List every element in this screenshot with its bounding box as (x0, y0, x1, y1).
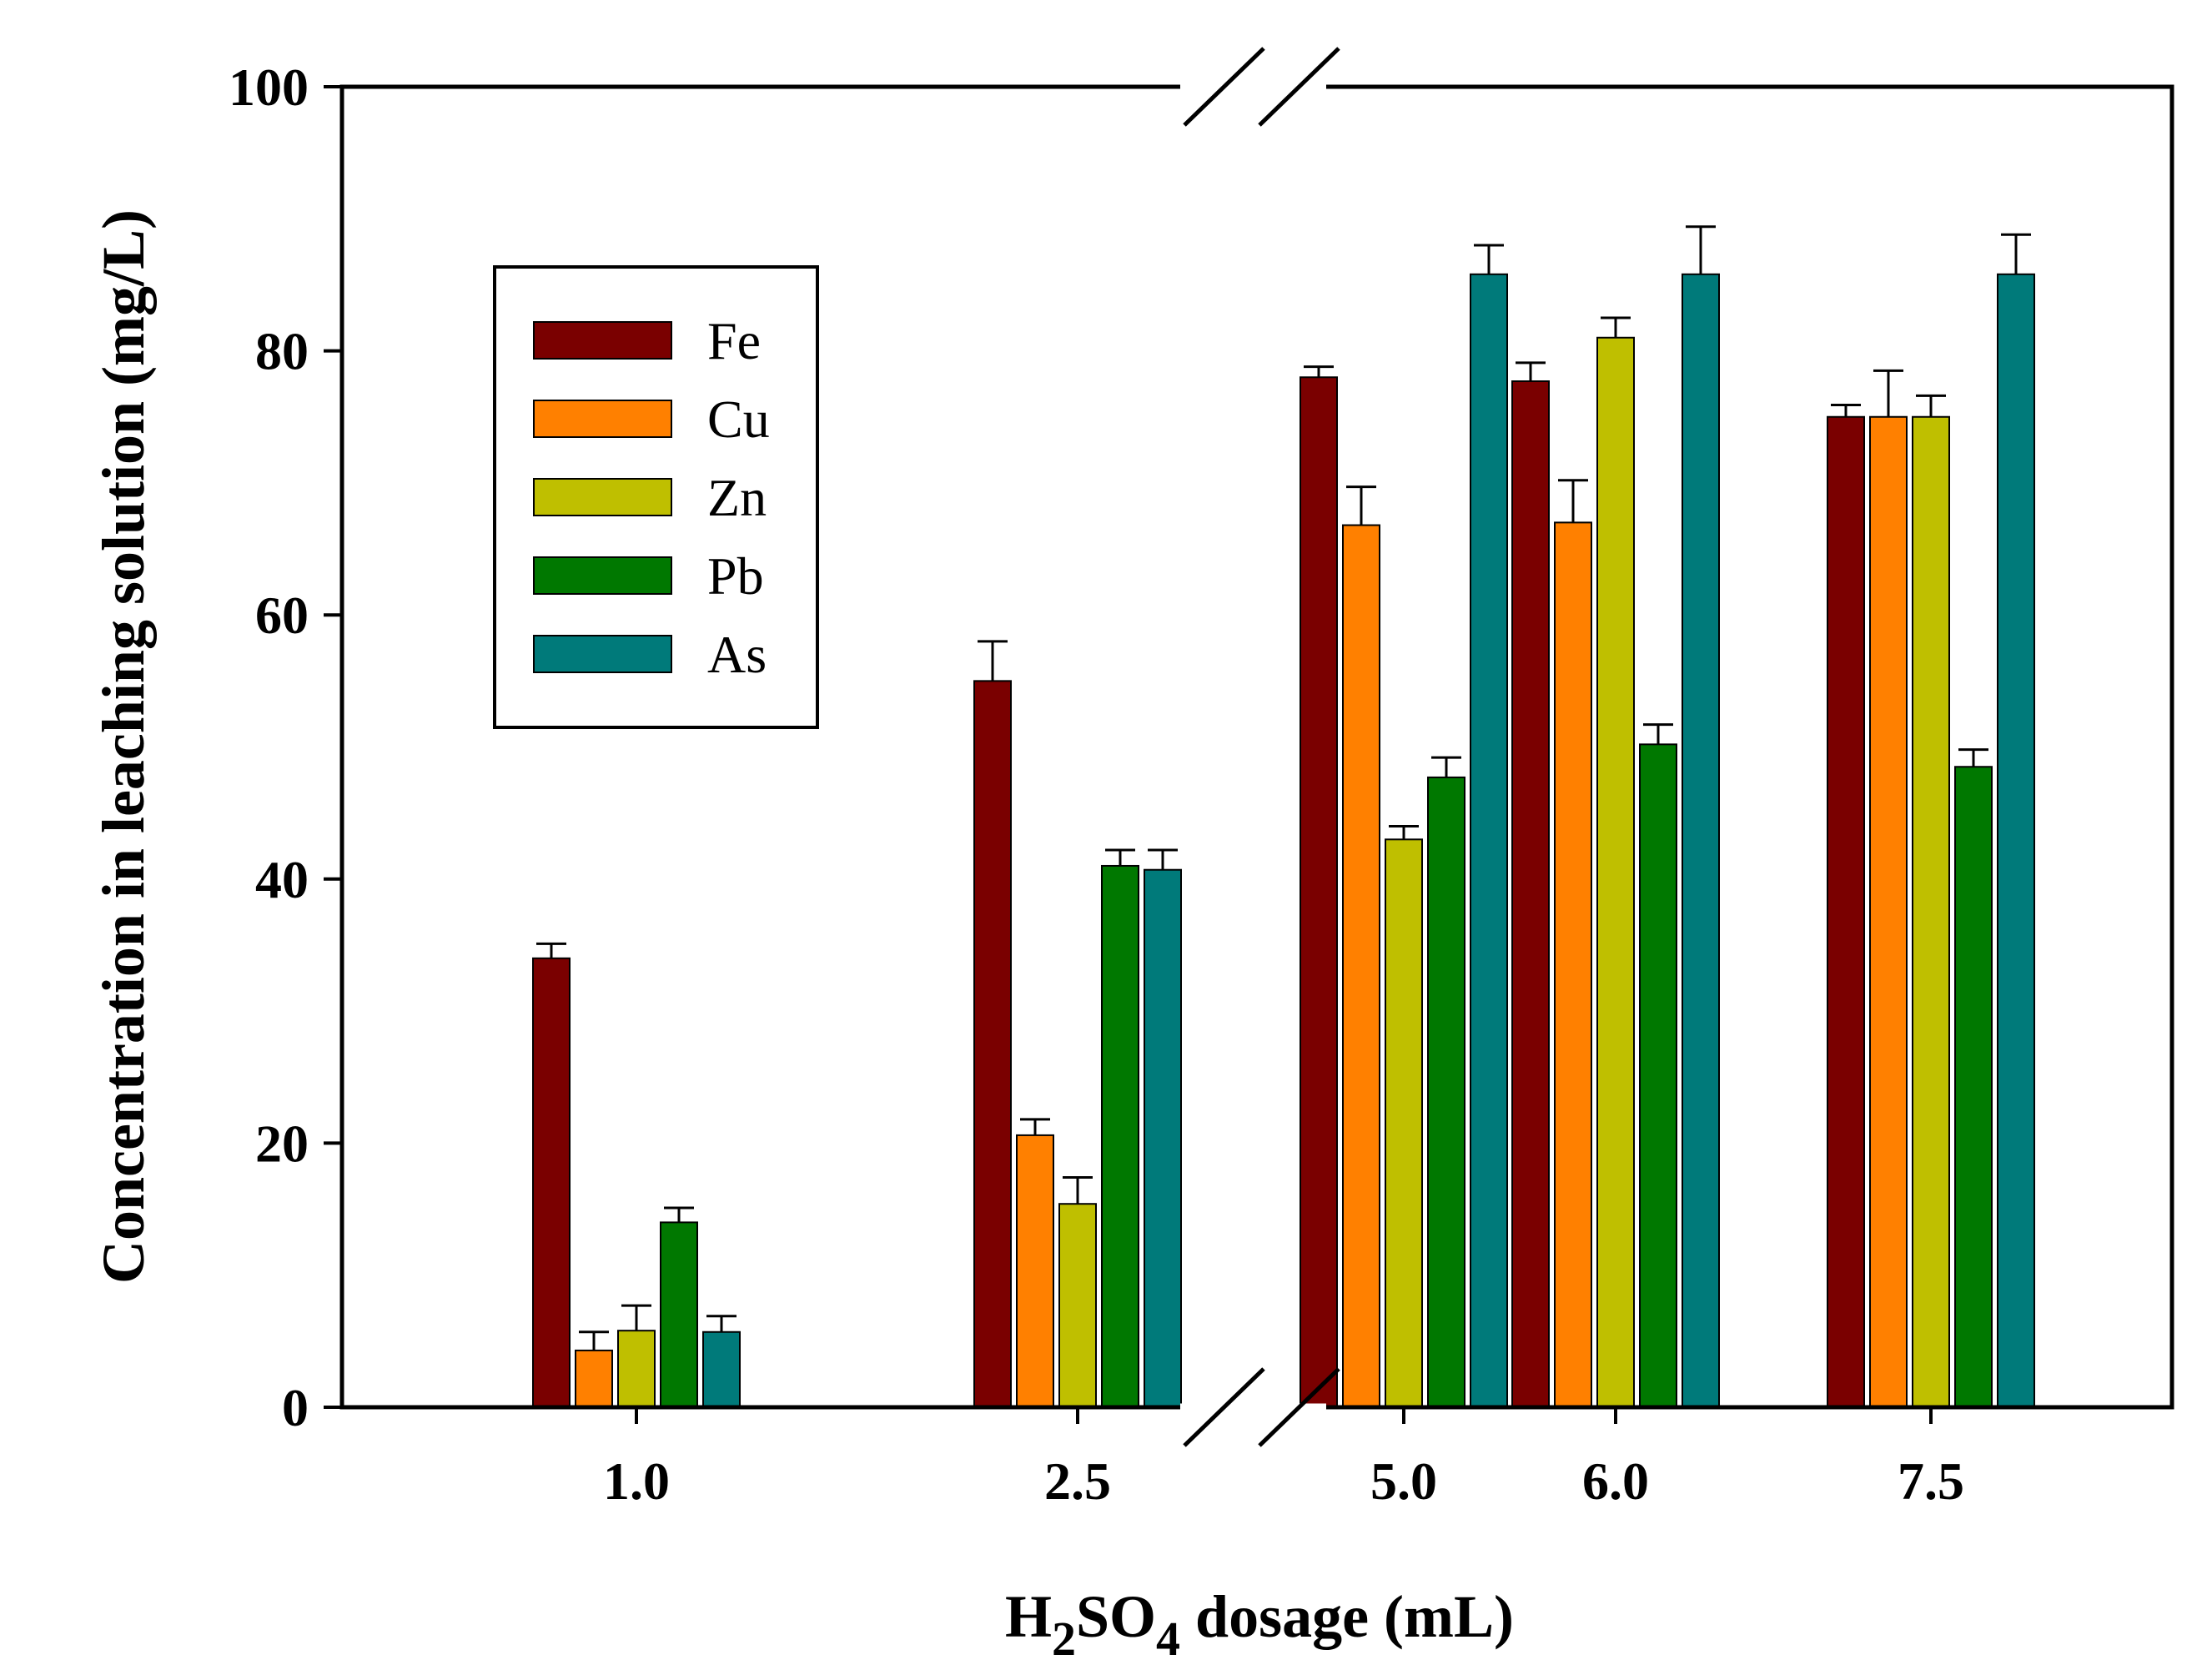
legend: Fe Cu Zn Pb As (493, 265, 819, 729)
legend-swatch-fe (533, 321, 672, 360)
y-tick-label: 80 (255, 322, 309, 381)
bar-cu-7.5 (1869, 415, 1908, 1408)
bar-zn-7.5 (1912, 415, 1950, 1408)
bar-fe-5.0 (1300, 376, 1338, 1408)
error-bars-layer (536, 225, 2031, 1351)
bar-as-6.0 (1682, 273, 1720, 1408)
bar-as-5.0 (1470, 273, 1508, 1408)
x-tick-label: 7.5 (1898, 1451, 1964, 1511)
bar-pb-2.5 (1101, 864, 1139, 1408)
y-tick-label: 100 (229, 58, 309, 117)
y-tick-label: 60 (255, 586, 309, 645)
bar-pb-7.5 (1954, 766, 1993, 1408)
bar-zn-5.0 (1385, 838, 1423, 1408)
x-axis-label: H2SO4 dosage (mL) (1005, 1583, 1514, 1666)
x-tick-label: 2.5 (1044, 1451, 1111, 1511)
legend-swatch-zn (533, 478, 672, 516)
bar-pb-5.0 (1427, 776, 1465, 1408)
bar-as-7.5 (1997, 273, 2035, 1408)
x-axis: 1.0 2.5 5.0 6.0 7.5 (603, 1407, 1964, 1511)
legend-label-pb: Pb (707, 546, 764, 606)
y-tick-label: 40 (255, 850, 309, 909)
x-tick-label: 6.0 (1582, 1451, 1649, 1511)
bars-layer (532, 273, 2035, 1409)
y-axis: 0 20 40 60 80 100 (229, 58, 342, 1437)
bar-fe-7.5 (1827, 415, 1865, 1408)
y-axis-label: Concentration in leaching solution (mg/L… (90, 209, 157, 1284)
legend-label-fe: Fe (707, 311, 761, 370)
legend-swatch-pb (533, 556, 672, 595)
y-tick-label: 20 (255, 1114, 309, 1173)
bar-fe-2.5 (973, 680, 1012, 1408)
y-tick-label: 0 (282, 1378, 309, 1437)
legend-label-as: As (707, 625, 767, 684)
bar-zn-2.5 (1058, 1203, 1097, 1409)
axis-break-marks (1180, 47, 1340, 1447)
legend-label-zn: Zn (707, 468, 767, 527)
legend-swatch-cu (533, 400, 672, 438)
bar-zn-1.0 (617, 1330, 656, 1409)
bar-cu-1.0 (575, 1349, 613, 1409)
bar-fe-1.0 (532, 957, 571, 1408)
x-tick-label: 1.0 (603, 1451, 670, 1511)
bar-pb-1.0 (660, 1221, 698, 1408)
bar-pb-6.0 (1639, 743, 1677, 1408)
bar-zn-6.0 (1596, 336, 1635, 1408)
legend-label-cu: Cu (707, 390, 770, 449)
x-tick-label: 5.0 (1370, 1451, 1437, 1511)
bar-cu-6.0 (1554, 521, 1592, 1408)
bar-fe-6.0 (1511, 380, 1550, 1408)
bar-cu-2.5 (1016, 1134, 1054, 1408)
bar-as-2.5 (1144, 868, 1182, 1408)
bar-cu-5.0 (1342, 524, 1380, 1408)
bar-as-1.0 (702, 1330, 741, 1409)
legend-swatch-as (533, 635, 672, 673)
